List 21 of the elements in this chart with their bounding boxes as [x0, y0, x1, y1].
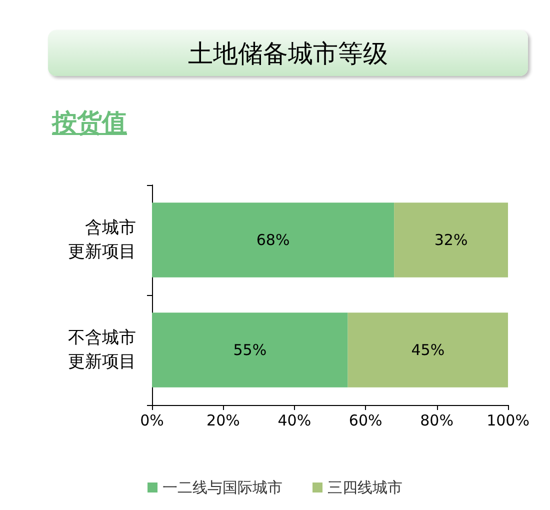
x-tick-label: 0% [140, 412, 164, 430]
legend-label: 三四线城市 [328, 478, 402, 496]
x-tick-label: 20% [206, 412, 240, 430]
title-banner: 土地储备城市等级 [48, 30, 528, 76]
chart-subtitle: 按货值 [52, 107, 127, 139]
data-label: 68% [256, 231, 290, 249]
bar [394, 202, 508, 278]
x-tick-label: 60% [348, 412, 382, 430]
y-tick-label: 不含城市更新项目 [68, 328, 136, 372]
x-tick-label: 100% [486, 412, 530, 430]
data-label: 55% [233, 341, 267, 359]
x-tick-label: 80% [420, 412, 454, 430]
bar [152, 202, 394, 278]
chart-title: 土地储备城市等级 [188, 38, 388, 70]
data-label: 45% [411, 341, 445, 359]
legend-label: 一二线与国际城市 [162, 478, 282, 496]
bar [152, 312, 348, 388]
y-tick-label: 含城市更新项目 [68, 218, 136, 262]
bar [348, 312, 508, 388]
data-label: 32% [434, 231, 468, 249]
x-tick-label: 40% [278, 412, 312, 430]
